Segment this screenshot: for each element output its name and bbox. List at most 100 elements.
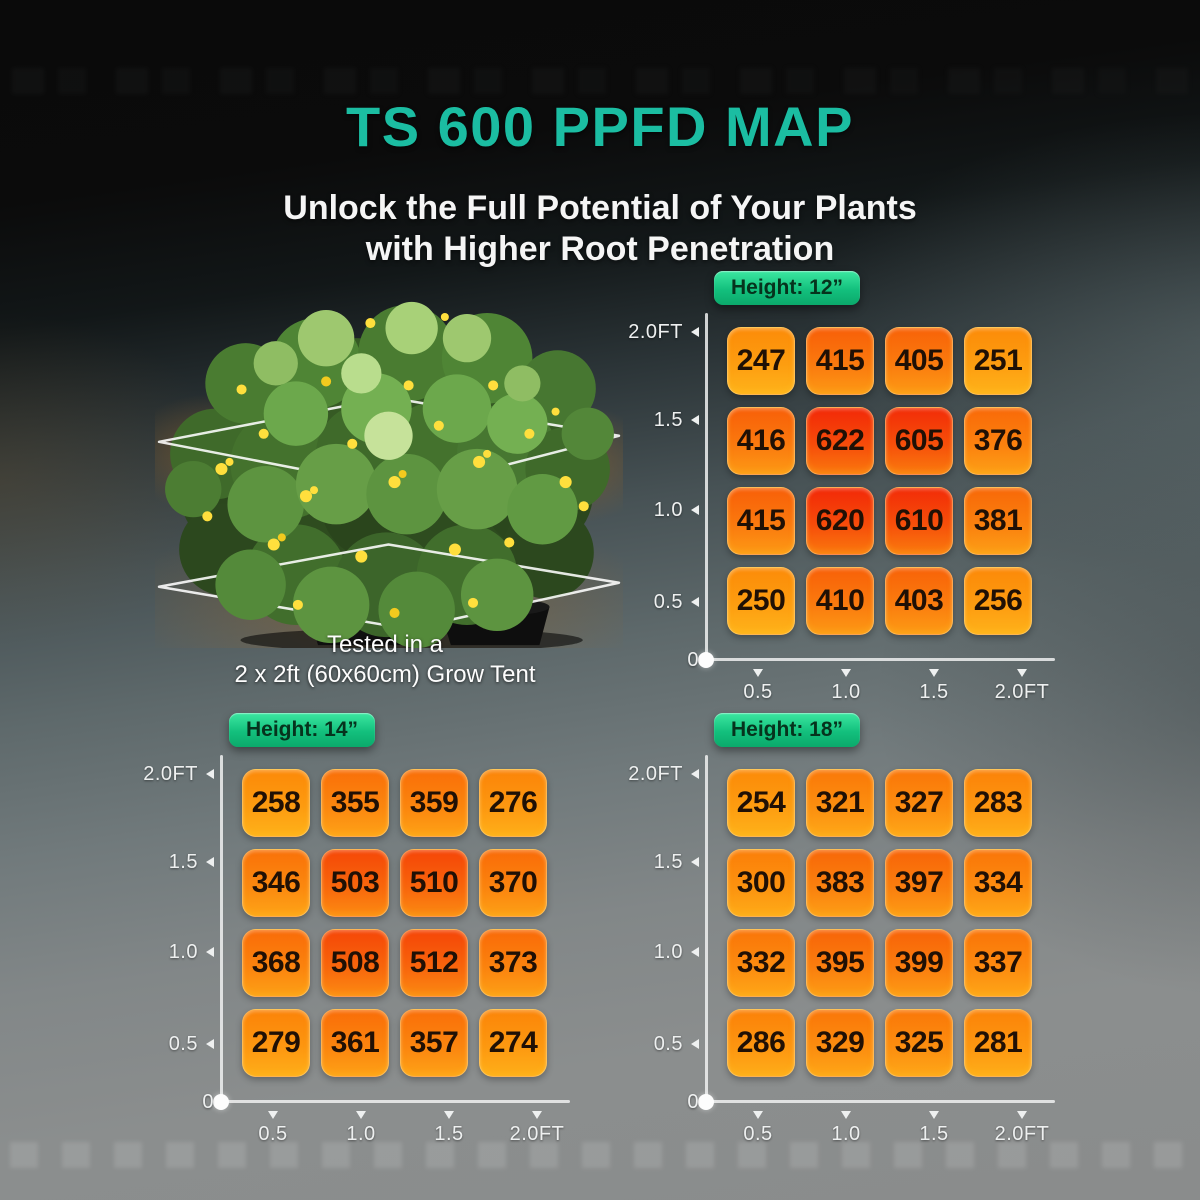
ppfd-cell-r2-c0: 332	[727, 929, 795, 997]
y-axis-label: 1.0	[653, 940, 683, 963]
ghost-texture-bottom	[0, 1142, 1200, 1168]
tick-arrow-left-icon	[691, 597, 699, 607]
ppfd-cell-r1-c3: 334	[964, 849, 1032, 917]
x-axis-line	[220, 1100, 570, 1103]
tick-arrow-left-icon	[206, 769, 214, 779]
y-axis-label: 0	[202, 1090, 214, 1113]
y-axis-label: 1.5	[168, 850, 198, 873]
ppfd-cell-r0-c3: 251	[964, 327, 1032, 395]
foliage-front	[165, 301, 614, 649]
y-axis-tick: 0	[611, 1090, 715, 1114]
axis-origin-dot	[698, 1094, 714, 1110]
x-axis-label: 2.0FT	[509, 1123, 565, 1145]
y-axis-label: 2.0FT	[143, 762, 198, 785]
y-axis-tick: 0.5	[611, 1032, 699, 1056]
y-axis-label: 1.0	[653, 498, 683, 521]
ppfd-cell-r0-c3: 276	[479, 769, 547, 837]
axis-origin-dot	[213, 1094, 229, 1110]
y-axis-tick: 2.0FT	[611, 320, 699, 344]
tick-arrow-down-icon	[268, 1111, 278, 1119]
ppfd-grid: 254 321 327 283 300 383 397 334 332 395 399 337 286 3…	[727, 769, 1032, 1077]
y-axis-tick: 1.5	[126, 850, 214, 874]
tick-arrow-down-icon	[841, 1111, 851, 1119]
x-axis-label: 1.0	[831, 1123, 861, 1145]
y-axis-label: 2.0FT	[628, 762, 683, 785]
ppfd-cell-r1-c1: 622	[806, 407, 874, 475]
tick-arrow-left-icon	[691, 1039, 699, 1049]
tick-arrow-left-icon	[691, 857, 699, 867]
y-axis-tick: 0	[611, 648, 715, 672]
y-axis-line	[220, 755, 223, 1103]
ppfd-cell-r0-c1: 415	[806, 327, 874, 395]
ppfd-cell-r1-c1: 383	[806, 849, 874, 917]
tick-arrow-down-icon	[532, 1111, 542, 1119]
caption-line-2: 2 x 2ft (60x60cm) Grow Tent	[234, 661, 536, 688]
ghost-texture-top	[0, 68, 1200, 94]
ppfd-cell-r2-c3: 337	[964, 929, 1032, 997]
flower-dots	[202, 312, 589, 618]
ppfd-grid: 258 355 359 276 346 503 510 370 368 508 512 373 279 3…	[242, 769, 547, 1077]
y-axis-tick: 0.5	[611, 590, 699, 614]
tick-arrow-down-icon	[1017, 1111, 1027, 1119]
tick-arrow-left-icon	[691, 769, 699, 779]
ppfd-cell-r2-c0: 368	[242, 929, 310, 997]
y-axis-label: 1.0	[168, 940, 198, 963]
y-axis-label: 0	[687, 648, 699, 671]
ppfd-cell-r0-c2: 405	[885, 327, 953, 395]
subtitle-line-2: with Higher Root Penetration	[365, 230, 835, 268]
ppfd-cell-r2-c1: 508	[321, 929, 389, 997]
tick-arrow-left-icon	[206, 857, 214, 867]
ppfd-cell-r3-c2: 325	[885, 1009, 953, 1077]
y-axis-tick: 2.0FT	[126, 762, 214, 786]
ppfd-cell-r1-c2: 510	[400, 849, 468, 917]
y-axis-label: 0	[687, 1090, 699, 1113]
tick-arrow-left-icon	[691, 947, 699, 957]
x-axis-label: 1.0	[831, 681, 861, 703]
y-axis-tick: 1.0	[611, 940, 699, 964]
ppfd-cell-r2-c1: 620	[806, 487, 874, 555]
ppfd-cell-r3-c3: 256	[964, 567, 1032, 635]
tick-arrow-left-icon	[206, 947, 214, 957]
y-axis-label: 2.0FT	[628, 320, 683, 343]
ppfd-chart-height-14: Height: 14” 2.0FT 1.5 1.0 0.5 0 258 355 359 276…	[126, 707, 596, 1152]
ppfd-cell-r0-c2: 327	[885, 769, 953, 837]
x-axis-label: 2.0FT	[994, 681, 1050, 703]
x-axis-label: 2.0FT	[994, 1123, 1050, 1145]
axis-origin-dot	[698, 652, 714, 668]
caption-line-1: Tested in a	[326, 631, 444, 658]
tick-arrow-down-icon	[753, 1111, 763, 1119]
y-axis-label: 0.5	[168, 1032, 198, 1055]
tick-arrow-down-icon	[841, 669, 851, 677]
tick-arrow-down-icon	[929, 1111, 939, 1119]
ppfd-cell-r3-c2: 403	[885, 567, 953, 635]
height-badge: Height: 12”	[713, 271, 861, 305]
ppfd-cell-r1-c3: 370	[479, 849, 547, 917]
x-axis-label: 0.5	[743, 1123, 773, 1145]
ppfd-cell-r1-c0: 416	[727, 407, 795, 475]
tick-arrow-down-icon	[356, 1111, 366, 1119]
tick-arrow-down-icon	[444, 1111, 454, 1119]
ppfd-cell-r1-c3: 376	[964, 407, 1032, 475]
y-axis-label: 0.5	[653, 590, 683, 613]
ppfd-cell-r0-c0: 254	[727, 769, 795, 837]
ppfd-cell-r2-c1: 395	[806, 929, 874, 997]
tick-arrow-left-icon	[691, 327, 699, 337]
ppfd-cell-r2-c2: 610	[885, 487, 953, 555]
y-axis-tick: 1.5	[611, 408, 699, 432]
ppfd-chart-height-12: Height: 12” 2.0FT 1.5 1.0 0.5 0 247 415 405 251…	[611, 265, 1081, 710]
ppfd-cell-r3-c3: 281	[964, 1009, 1032, 1077]
tick-arrow-down-icon	[929, 669, 939, 677]
x-axis-label: 0.5	[258, 1123, 288, 1145]
ppfd-cell-r0-c1: 355	[321, 769, 389, 837]
ppfd-cell-r3-c0: 286	[727, 1009, 795, 1077]
ppfd-cell-r1-c2: 605	[885, 407, 953, 475]
ppfd-cell-r0-c1: 321	[806, 769, 874, 837]
ppfd-cell-r3-c1: 329	[806, 1009, 874, 1077]
tick-arrow-down-icon	[753, 669, 763, 677]
ppfd-cell-r2-c2: 399	[885, 929, 953, 997]
subtitle-line-1: Unlock the Full Potential of Your Plants	[283, 189, 917, 227]
x-axis-line	[705, 658, 1055, 661]
y-axis-label: 1.5	[653, 850, 683, 873]
ppfd-cell-r3-c1: 361	[321, 1009, 389, 1077]
